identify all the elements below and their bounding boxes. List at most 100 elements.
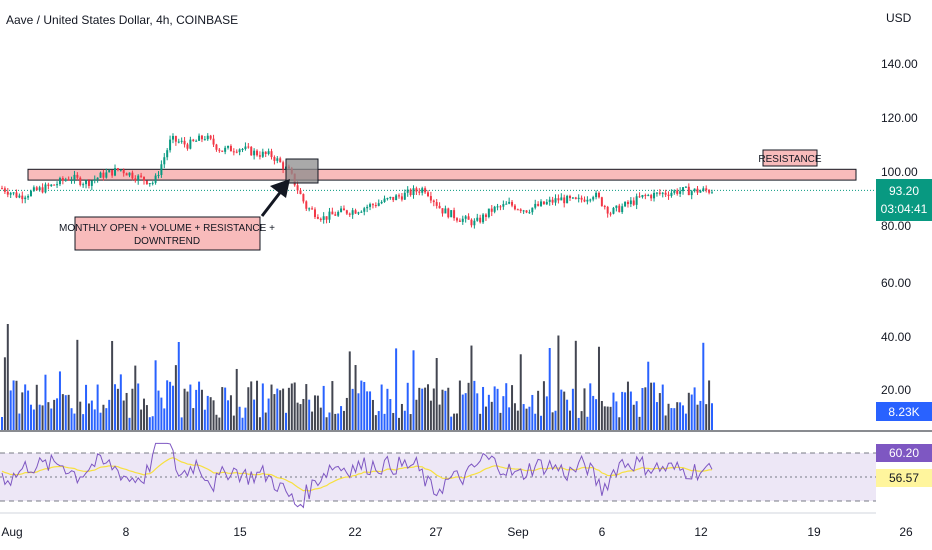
candle-body <box>90 180 93 186</box>
candle-body <box>583 199 586 202</box>
volume-bar <box>415 399 418 430</box>
candle-body <box>241 149 244 151</box>
candle-body <box>67 179 70 181</box>
volume-bar <box>612 392 615 430</box>
candle-body <box>35 187 38 191</box>
time-tick: 15 <box>233 525 247 539</box>
candle-body <box>206 135 209 140</box>
volume-bar <box>467 382 470 430</box>
volume-bar <box>560 389 563 430</box>
candle-body <box>212 138 215 145</box>
candle-body <box>444 208 447 214</box>
candle-body <box>151 182 154 184</box>
volume-bar <box>380 384 383 430</box>
last-price-badge[interactable] <box>876 179 932 221</box>
volume-bar <box>328 412 331 430</box>
volume-bar <box>319 407 322 430</box>
candlestick-series[interactable] <box>1 133 713 229</box>
candle-body <box>227 145 230 148</box>
candle-body <box>9 193 12 195</box>
time-tick: 26 <box>899 525 913 539</box>
volume-bar <box>151 416 154 430</box>
candle-body <box>357 212 360 214</box>
volume-bar <box>73 413 76 430</box>
volume-bar <box>418 387 421 430</box>
candle-body <box>128 172 131 176</box>
candle-body <box>319 218 322 220</box>
candle-body <box>690 191 693 196</box>
candle-body <box>595 192 598 198</box>
candle-body <box>409 189 412 196</box>
volume-bar <box>79 401 82 430</box>
time-axis[interactable]: Aug 8 15 22 27 Sep 6 12 19 26 <box>1 525 913 539</box>
candle-body <box>215 144 218 150</box>
candle-body <box>279 158 282 163</box>
candle-body <box>56 184 59 186</box>
candle-body <box>331 211 334 215</box>
volume-bar <box>571 388 574 430</box>
candle-body <box>537 203 540 206</box>
time-tick: 8 <box>123 525 130 539</box>
volume-bar <box>41 405 44 430</box>
volume-bar <box>650 382 653 430</box>
candle-body <box>79 177 82 185</box>
candle-body <box>479 217 482 223</box>
volume-bar <box>215 414 218 430</box>
volume-bar <box>450 416 453 430</box>
volume-bar <box>357 393 360 430</box>
candle-body <box>540 201 543 206</box>
volume-bar <box>340 406 343 430</box>
volume-bar <box>626 381 629 430</box>
resistance-zone[interactable] <box>27 168 857 181</box>
candle-body <box>450 210 453 218</box>
monthly-open-box[interactable] <box>285 158 319 184</box>
candle-body <box>682 187 685 192</box>
volume-bar <box>708 380 711 430</box>
volume-bar <box>224 387 227 430</box>
candle-body <box>116 168 119 171</box>
candle-body <box>73 174 76 181</box>
volume-bar <box>542 381 545 430</box>
candle-body <box>635 196 638 205</box>
volume-bar <box>258 417 261 430</box>
price-axis[interactable]: 140.00 120.00 100.00 80.00 60.00 40.00 2… <box>881 57 918 397</box>
volume-bar <box>583 388 586 430</box>
volume-badge[interactable] <box>876 402 932 421</box>
volume-bar <box>308 399 311 430</box>
volume-bar <box>56 398 59 430</box>
candle-body <box>412 188 415 196</box>
candle-body <box>189 139 192 149</box>
candle-body <box>525 210 528 213</box>
rsi-line <box>1 442 713 509</box>
candle-body <box>192 139 195 141</box>
rsi-ma-badge[interactable] <box>876 469 932 487</box>
candle-body <box>250 146 253 156</box>
volume-bar <box>586 416 589 430</box>
candle-body <box>664 192 667 195</box>
candle-body <box>531 207 534 213</box>
rsi-badge[interactable] <box>876 444 932 462</box>
candle-body <box>586 199 589 202</box>
volume-bar <box>163 408 166 430</box>
annotation-arrow[interactable] <box>260 179 290 217</box>
candle-body <box>209 135 212 139</box>
volume-bar <box>392 412 395 430</box>
volume-bar <box>279 390 282 430</box>
volume-bar <box>595 399 598 430</box>
candle-body <box>711 192 713 194</box>
volume-bar <box>114 384 117 430</box>
chart-title: Aave / United States Dollar, 4h, COINBAS… <box>6 13 238 27</box>
volume-bar <box>348 351 351 430</box>
volume-bar <box>351 388 354 430</box>
volume-bars <box>1 324 713 430</box>
candle-body <box>85 180 88 185</box>
volume-bar <box>441 389 444 430</box>
volume-bar <box>438 404 441 430</box>
candle-body <box>238 149 241 153</box>
monthly-note-box[interactable] <box>74 216 261 251</box>
candle-body <box>496 206 499 208</box>
volume-bar <box>18 413 21 430</box>
resistance-label-box[interactable] <box>762 149 818 167</box>
volume-bar <box>398 417 401 430</box>
